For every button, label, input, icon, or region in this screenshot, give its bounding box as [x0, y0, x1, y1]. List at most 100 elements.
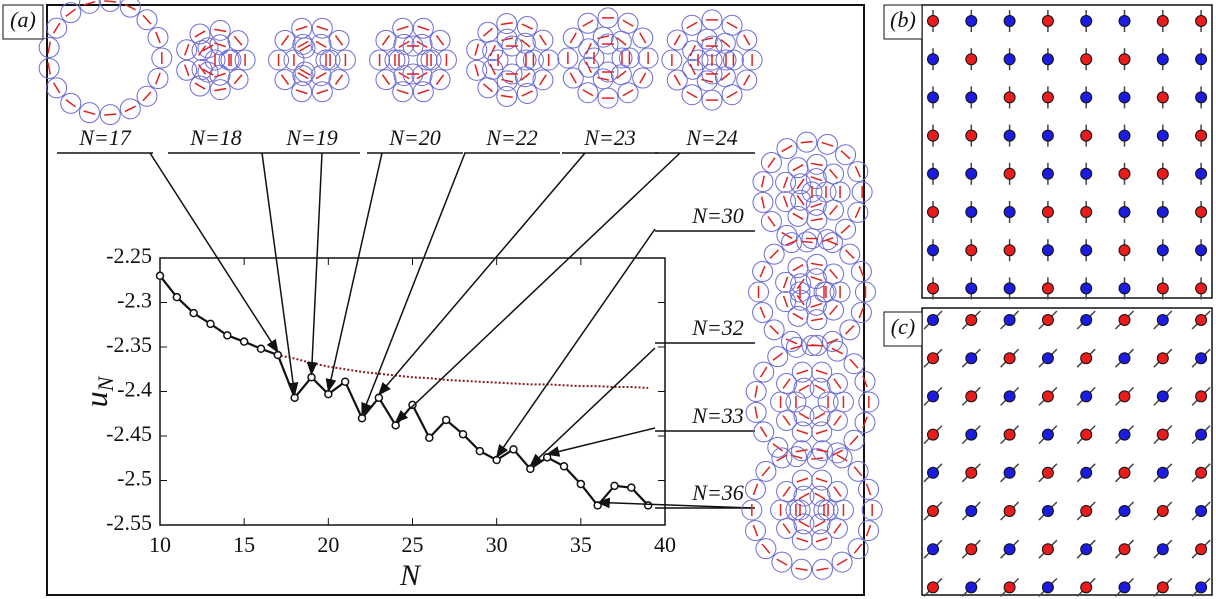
cluster-spin: [797, 538, 808, 542]
cluster-spin: [382, 36, 389, 46]
cluster-spin: [854, 467, 862, 476]
lattice-site: [1196, 315, 1207, 326]
cluster-spin: [755, 407, 757, 419]
cluster-spin: [815, 493, 825, 499]
cluster-spin: [816, 538, 827, 542]
lattice-site: [966, 506, 977, 517]
lattice-site: [966, 391, 977, 402]
lattice-site: [1157, 429, 1168, 440]
data-point: [510, 446, 517, 453]
lattice-site: [1042, 315, 1053, 326]
annotation-arrow: [396, 153, 680, 422]
cluster-spin: [156, 32, 160, 43]
lattice-site: [1004, 16, 1015, 27]
lattice-site: [1119, 92, 1130, 103]
cluster-spin: [382, 75, 389, 85]
lattice-site: [1157, 54, 1168, 65]
lattice-site: [1042, 207, 1053, 218]
lattice-site: [1081, 391, 1092, 402]
lattice-site: [928, 92, 939, 103]
cluster-spin: [796, 568, 808, 570]
cluster-spin: [501, 38, 513, 41]
cluster-spin: [483, 28, 492, 36]
cluster-spin: [195, 31, 205, 37]
cluster-spin: [784, 277, 788, 288]
lattice-site: [1119, 245, 1130, 256]
x-axis-label: N: [399, 559, 422, 592]
lattice-site: [1157, 544, 1168, 555]
lattice-site: [928, 245, 939, 256]
data-point: [274, 352, 281, 359]
lattice-site: [1004, 207, 1015, 218]
lattice-site: [1004, 245, 1015, 256]
cluster-spin: [811, 163, 823, 165]
lattice-site: [1042, 506, 1053, 517]
lattice-site: [1119, 315, 1130, 326]
data-point: [443, 416, 450, 423]
lattice-site: [1081, 245, 1092, 256]
data-point: [611, 482, 618, 489]
lattice-site: [1004, 283, 1015, 294]
lattice-site: [1042, 283, 1053, 294]
lattice-site: [1157, 353, 1168, 364]
cluster-spin: [784, 296, 788, 307]
cluster-spin: [811, 219, 823, 221]
lattice-site: [928, 467, 939, 478]
cluster-spin: [501, 23, 513, 25]
lattice-site: [1119, 16, 1130, 27]
cluster-spin: [784, 196, 788, 207]
cluster-spin: [841, 225, 850, 233]
x-tick-label: 15: [233, 532, 255, 557]
annotation-label: N=33: [691, 403, 744, 428]
cluster-spin: [540, 35, 546, 45]
cluster-spin: [830, 169, 838, 178]
cluster-spin: [815, 413, 825, 419]
x-tick-label: 20: [317, 532, 339, 557]
cluster-spin: [773, 353, 783, 360]
cluster-spin: [214, 73, 225, 77]
lattice-site: [1081, 16, 1092, 27]
cluster-spin: [214, 43, 225, 47]
lattice-site: [1157, 130, 1168, 141]
cluster-spin: [834, 487, 841, 497]
cluster-spin: [799, 521, 809, 527]
cluster-spin: [784, 177, 788, 188]
data-point: [308, 374, 315, 381]
cluster-spin: [475, 65, 478, 77]
data-point: [258, 345, 265, 352]
cluster-spin: [811, 203, 822, 207]
lattice-site: [1081, 353, 1092, 364]
y-tick-label: -2.4: [117, 377, 152, 402]
lattice-site: [1157, 506, 1168, 517]
lattice-site: [928, 207, 939, 218]
cluster-spin: [762, 197, 764, 209]
lattice-site: [966, 168, 977, 179]
lattice-site: [966, 353, 977, 364]
cluster-spin: [793, 265, 803, 271]
cluster-spin: [234, 36, 242, 45]
annotation-label: N=36: [691, 480, 744, 505]
cluster-spin: [125, 106, 136, 111]
cluster-spin: [811, 277, 822, 281]
lattice-site: [1157, 283, 1168, 294]
figure: (a) (b) (c) N uN -2.25-2.3-2.35-2.4-2.45…: [0, 0, 1216, 599]
lattice-site: [1004, 315, 1015, 326]
cluster-spin: [801, 142, 813, 143]
cluster-spin: [744, 75, 750, 85]
lattice-site: [1042, 168, 1053, 179]
cluster-spin: [597, 78, 609, 81]
lattice-site: [1157, 92, 1168, 103]
cluster-spin: [501, 96, 513, 98]
cluster-spin: [104, 1, 116, 2]
cluster-spin: [797, 370, 808, 374]
cluster-spin: [796, 450, 808, 452]
cluster-spin: [770, 326, 778, 334]
data-point: [628, 484, 635, 491]
panel-b-label: (b): [890, 7, 916, 32]
lattice-site: [928, 506, 939, 517]
x-tick-label: 35: [570, 532, 592, 557]
cluster-spin: [336, 36, 343, 46]
lattice-site: [1081, 506, 1092, 517]
lattice-site: [1081, 467, 1092, 478]
plot-frame: [160, 258, 665, 525]
